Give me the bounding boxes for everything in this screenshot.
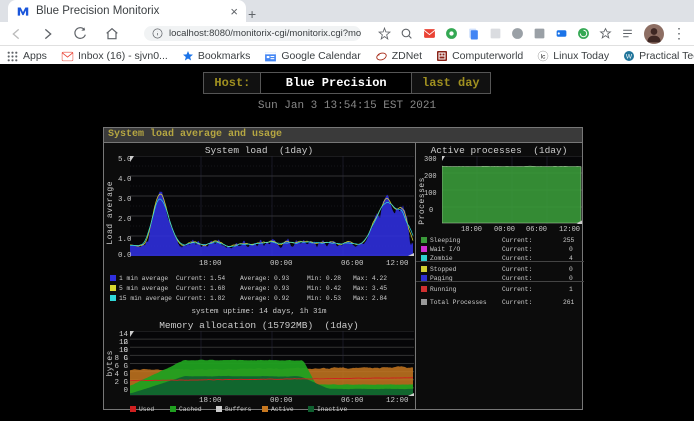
svg-text:lc: lc xyxy=(541,54,546,61)
svg-text:W: W xyxy=(626,54,633,61)
